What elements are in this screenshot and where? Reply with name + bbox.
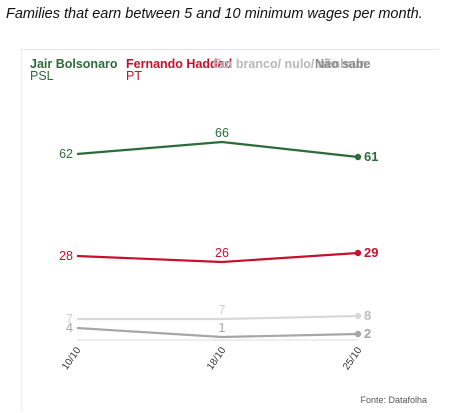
data-label-mid-1: 26 [215,246,229,260]
legend-jair-bolsonaro: Jair Bolsonaro PSL [30,57,118,83]
data-label-end-1: 29 [364,245,378,260]
data-label-end-0: 61 [364,149,378,164]
data-label-end-2: 8 [364,308,371,323]
data-label-start-1: 28 [59,249,73,263]
data-label-mid-2: 7 [219,303,226,317]
series-line-1 [76,251,359,264]
data-label-mid-0: 66 [215,126,229,140]
x-tick-label-2: 25/10 [341,345,365,372]
legend-name-fernando: Fernando Haddad [126,57,233,71]
x-tick-label-0: 10/10 [60,345,84,372]
series-end-point-1 [354,249,362,257]
series-line-3 [76,326,359,339]
series-end-point-3 [354,330,362,338]
series-end-point-0 [354,153,362,161]
data-label-start-2: 7 [66,312,73,326]
line-chart: 62 66 61 28 26 29 7 7 8 4 1 2 10/10 18/10 25/10 [59,126,378,372]
series-line-2 [77,314,359,321]
data-label-mid-3: 1 [219,321,226,335]
series-line-0 [76,140,359,159]
legend-party-pt: PT [126,69,142,83]
legend-name-nao-sabe: Não sabe [315,57,371,71]
source-note: Fonte: Datafolha [360,395,427,405]
legend-party-psl: PSL [30,69,54,83]
legend-em-branco: Em branco/ nulo/ nenhum [213,57,367,71]
data-label-end-3: 2 [364,326,371,341]
x-tick-label-1: 18/10 [205,345,229,372]
chart-panel: Jair Bolsonaro PSL Fernando Haddad PT Em… [21,49,439,411]
series-end-point-2 [354,312,362,320]
data-label-start-3: 4 [66,321,73,335]
legend-name-jair: Jair Bolsonaro [30,57,118,71]
legend-nao-sabe: Não sabe [315,57,371,71]
legend-fernando-haddad: Fernando Haddad PT [126,57,233,83]
data-label-start-0: 62 [59,147,73,161]
legend-name-em-branco: Em branco/ nulo/ nenhum [213,57,367,71]
chart-caption: Families that earn between 5 and 10 mini… [6,6,423,22]
